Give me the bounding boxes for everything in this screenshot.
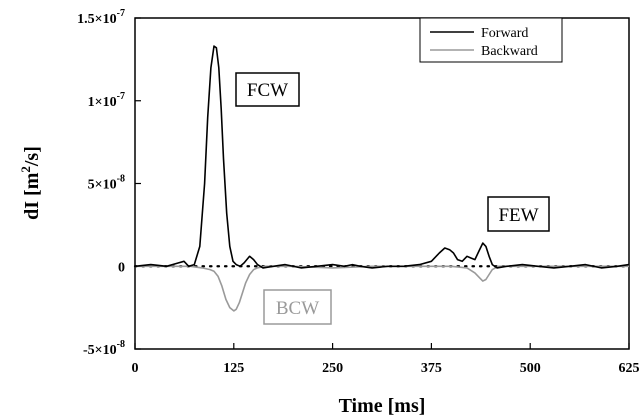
y-tick-label: 1×10-7 [88, 91, 125, 110]
legend-backward-label: Backward [481, 44, 538, 59]
legend-forward-label: Forward [481, 26, 528, 41]
legend-box [419, 17, 563, 63]
x-tick-label: 375 [421, 361, 442, 376]
annotation-bcw-box [263, 289, 332, 325]
y-tick-label: 5×10-8 [88, 174, 125, 193]
legend: Forward Backward [419, 17, 563, 63]
annotation-fcw-box [235, 72, 300, 107]
x-tick-label: 0 [132, 361, 139, 376]
annotation-few: FEW [487, 196, 550, 232]
ticks-layer: 0 125 250 375 500 625 -5×10-8 0 5×10-8 1×10-7 1.5×… [77, 8, 639, 376]
y-tick-label: 0 [118, 260, 125, 275]
x-tick-label: 250 [322, 361, 343, 376]
annotation-bcw-label: BCW [276, 298, 319, 319]
annotation-few-box [487, 196, 550, 232]
series-line-forward [134, 45, 630, 269]
x-tick-label: 500 [520, 361, 541, 376]
plot-frame [134, 17, 630, 350]
y-tick-label: -5×10-8 [83, 339, 125, 358]
x-tick-label: 625 [619, 361, 640, 376]
annotation-bcw: BCW [263, 289, 332, 325]
y-axis-title: dI [m2/s] [18, 146, 43, 220]
series-line-backward [135, 265, 629, 312]
annotation-fcw: FCW [235, 72, 300, 107]
annotation-fcw-label: FCW [247, 80, 288, 101]
y-tick-label: 1.5×10-7 [77, 8, 125, 27]
y-axis-title-main: dI [m [21, 172, 43, 220]
series-layer [134, 45, 630, 312]
x-tick-label: 125 [223, 361, 244, 376]
annotation-few-label: FEW [498, 205, 538, 226]
x-axis-title: Time [ms] [339, 395, 426, 417]
y-axis-title-end: /s] [21, 146, 43, 167]
y-axis-title-sup: 2 [18, 166, 33, 173]
